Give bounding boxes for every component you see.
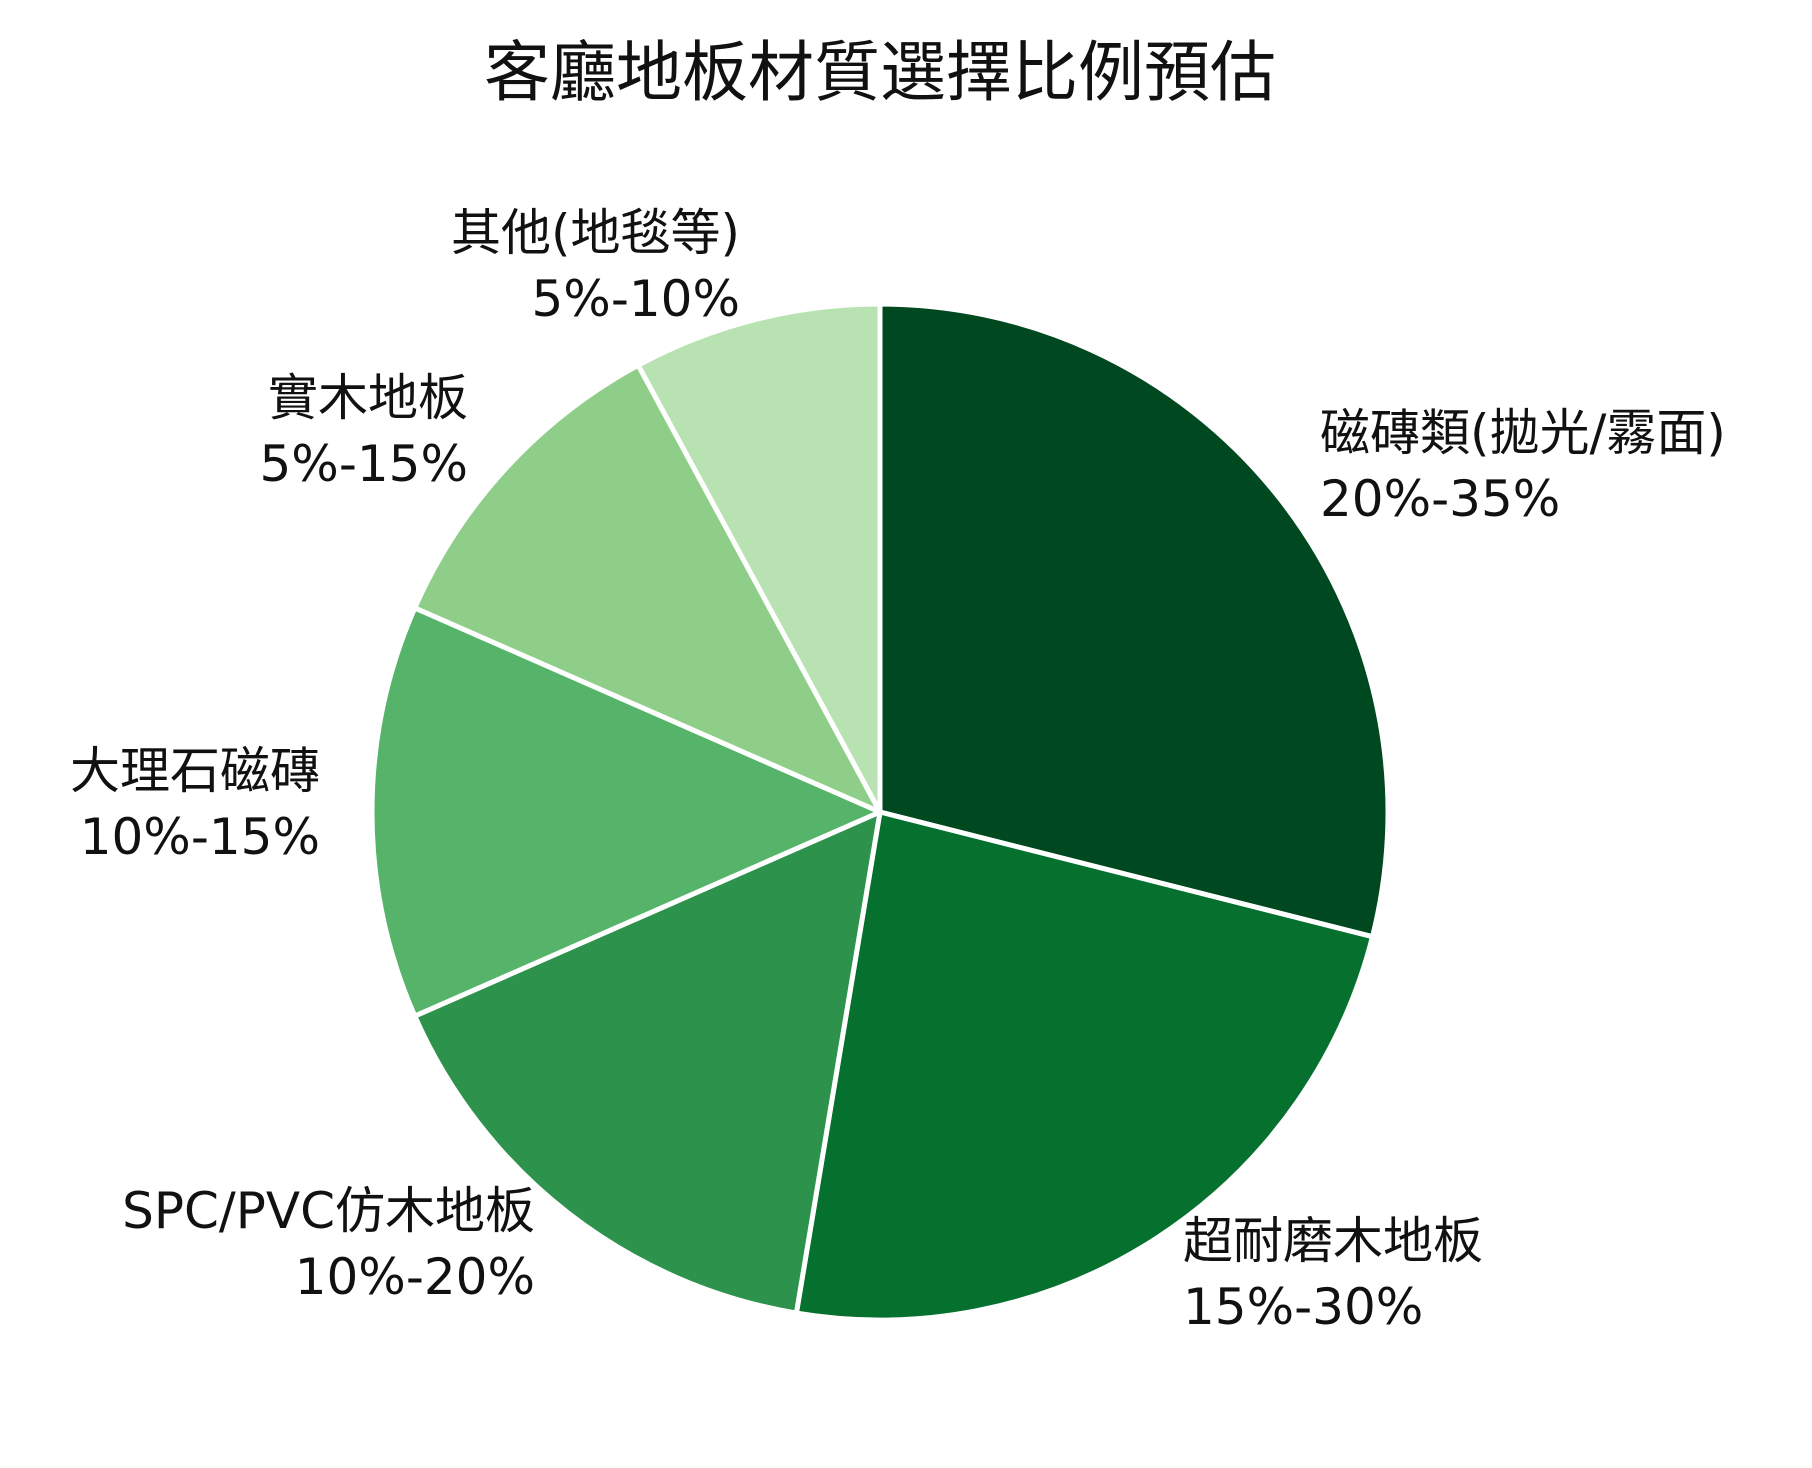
slice-range: 20%-35% — [1320, 470, 1560, 528]
slice-range: 10%-20% — [295, 1248, 535, 1306]
pie-slice — [635, 301, 883, 815]
slice-name: 磁磚類(拋光/霧面) — [1320, 404, 1726, 462]
pie-slice — [412, 362, 883, 815]
slice-name: SPC/PVC仿木地板 — [122, 1182, 535, 1240]
chart-title: 客廳地板材質選擇比例預估 — [484, 34, 1276, 111]
slice-name: 其他(地毯等) — [451, 204, 740, 262]
slice-name: 超耐磨木地板 — [1183, 1212, 1483, 1270]
slice-label: 其他(地毯等) 5%-10% — [451, 204, 740, 328]
pie-slice — [369, 605, 883, 1019]
pie-slice — [412, 809, 883, 1316]
slice-range: 5%-15% — [260, 435, 469, 493]
slice-label: 大理石磁磚 10%-15% — [70, 742, 320, 866]
slice-label: 磁磚類(拋光/霧面) 20%-35% — [1320, 404, 1726, 528]
slice-name: 實木地板 — [268, 369, 468, 427]
slice-range: 5%-10% — [532, 270, 741, 328]
slice-label: 超耐磨木地板 15%-30% — [1183, 1212, 1483, 1336]
pie-slices — [369, 301, 1391, 1323]
slice-range: 10%-15% — [80, 808, 320, 866]
slice-name: 大理石磁磚 — [70, 742, 320, 800]
slice-label: 實木地板 5%-15% — [260, 369, 469, 493]
slice-label: SPC/PVC仿木地板 10%-20% — [122, 1182, 535, 1306]
slice-range: 15%-30% — [1183, 1278, 1423, 1336]
pie-slice — [877, 301, 1391, 940]
pie-labels: 磁磚類(拋光/霧面) 20%-35% 超耐磨木地板 15%-30% SPC/PVC仿木地… — [70, 204, 1726, 1336]
pie-slice — [793, 809, 1375, 1323]
